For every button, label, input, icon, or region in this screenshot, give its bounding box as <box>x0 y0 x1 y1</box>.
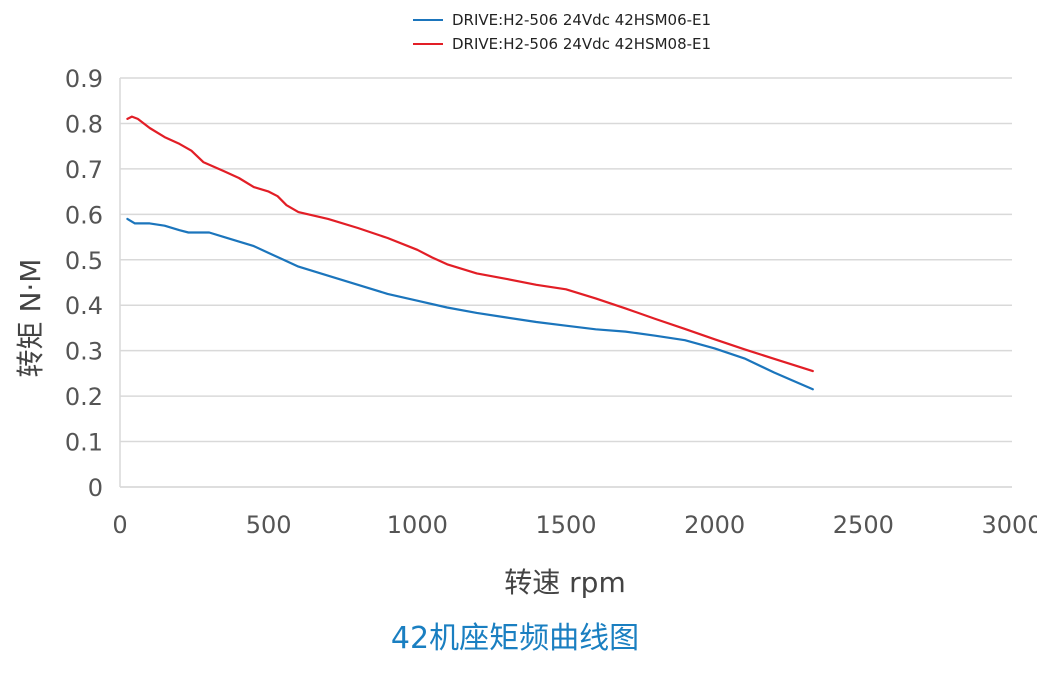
legend-label-0: DRIVE:H2-506 24Vdc 42HSM06-E1 <box>452 11 711 29</box>
x-tick-label: 3000 <box>981 511 1037 539</box>
x-tick-label: 2000 <box>684 511 745 539</box>
y-tick-label: 0.1 <box>65 429 103 457</box>
series-line-1 <box>126 115 814 373</box>
x-tick-label: 2500 <box>833 511 894 539</box>
series-layer <box>126 115 814 391</box>
y-tick-label: 0.4 <box>65 292 103 320</box>
x-axis-title: 转速 rpm <box>504 566 625 599</box>
x-tick-label: 500 <box>246 511 292 539</box>
y-tick-label: 0.6 <box>65 201 103 229</box>
y-tick-label: 0.3 <box>65 338 103 366</box>
y-tick-label: 0.9 <box>65 65 103 93</box>
y-tick-label: 0 <box>88 474 103 502</box>
y-axis-title: 转矩 N·M <box>14 259 47 378</box>
x-tick-label: 1000 <box>387 511 448 539</box>
x-tick-label: 0 <box>112 511 127 539</box>
grid-layer <box>120 77 1012 488</box>
legend-label-1: DRIVE:H2-506 24Vdc 42HSM08-E1 <box>452 35 711 53</box>
chart-caption: 42机座矩频曲线图 <box>391 621 639 656</box>
x-tick-label: 1500 <box>535 511 596 539</box>
y-tick-label: 0.5 <box>65 247 103 275</box>
y-tick-label: 0.2 <box>65 383 103 411</box>
legend: DRIVE:H2-506 24Vdc 42HSM06-E1 DRIVE:H2-50… <box>413 11 711 53</box>
series-line-0 <box>126 217 814 391</box>
axis-layer: 0 0.1 0.2 0.3 0.4 0.5 0.6 0.7 0.8 0.9 0 500 1000 1500… <box>65 65 1037 539</box>
y-tick-label: 0.7 <box>65 156 103 184</box>
y-tick-label: 0.8 <box>65 110 103 138</box>
